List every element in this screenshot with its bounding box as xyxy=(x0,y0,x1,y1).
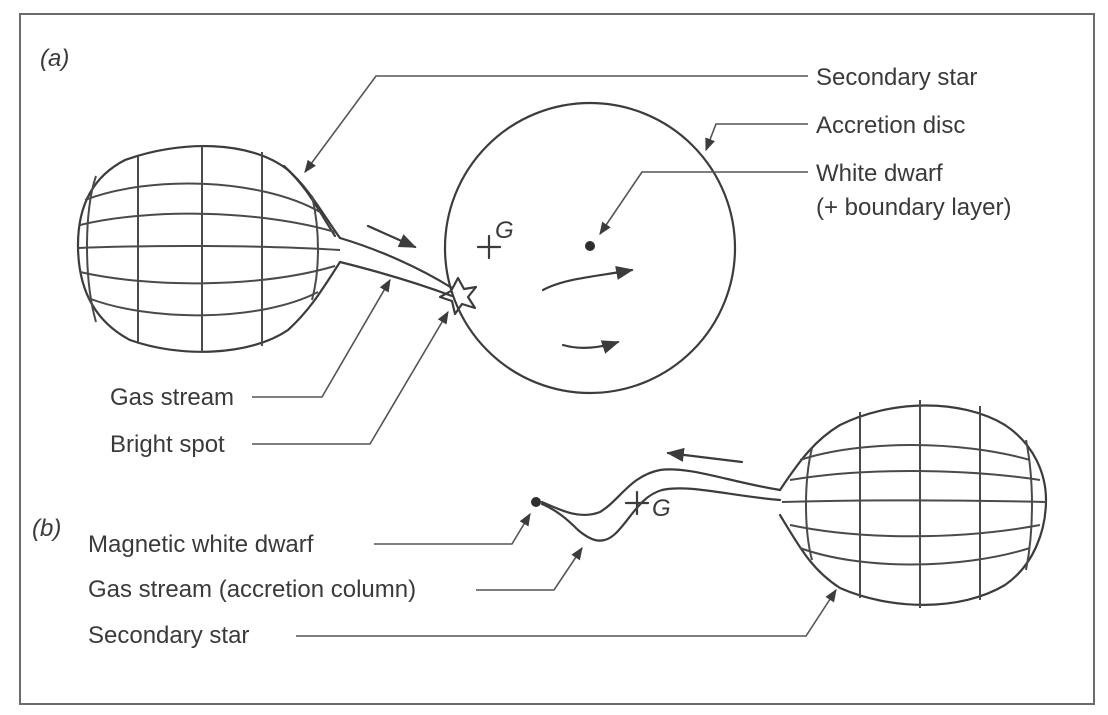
figure-frame xyxy=(19,13,1095,705)
centre-of-mass-a-label: G xyxy=(495,217,514,244)
leader-secondary-star-b xyxy=(296,588,837,637)
label-bright-spot: Bright spot xyxy=(110,431,225,458)
centre-of-mass-b: G xyxy=(624,490,671,522)
rotation-arrow-lower xyxy=(561,340,620,354)
label-secondary-star-b: Secondary star xyxy=(88,622,249,649)
bright-spot-star xyxy=(438,276,478,316)
leader-accretion-disc xyxy=(705,123,808,152)
centre-of-mass-a: G xyxy=(476,217,514,260)
label-gas-stream-b: Gas stream (accretion column) xyxy=(88,576,416,603)
secondary-star-a xyxy=(76,144,342,353)
gas-stream-a xyxy=(338,224,454,298)
label-accretion-disc: Accretion disc xyxy=(816,112,965,139)
leader-magnetic-white-dwarf xyxy=(374,512,531,545)
panel-b-tag: (b) xyxy=(32,515,61,542)
panel-a: (a) xyxy=(40,45,1011,458)
centre-of-mass-b-label: G xyxy=(652,495,671,522)
rotation-arrow-upper xyxy=(541,265,634,292)
leader-secondary-star-a xyxy=(304,75,808,174)
accretion-column-b xyxy=(540,447,782,542)
label-magnetic-white-dwarf: Magnetic white dwarf xyxy=(88,531,314,558)
secondary-star-b xyxy=(778,400,1048,608)
panel-b: (b) G xyxy=(32,400,1048,649)
leader-gas-stream-b xyxy=(476,546,583,591)
label-boundary-layer: (+ boundary layer) xyxy=(816,194,1011,221)
leader-gas-stream-a xyxy=(252,278,391,398)
label-white-dwarf: White dwarf xyxy=(816,160,943,187)
leader-white-dwarf xyxy=(599,171,808,236)
white-dwarf xyxy=(585,241,595,251)
magnetic-white-dwarf xyxy=(531,497,541,507)
label-secondary-star-a: Secondary star xyxy=(816,64,977,91)
label-gas-stream-a: Gas stream xyxy=(110,384,234,411)
accretion-disc xyxy=(443,101,737,395)
panel-a-tag: (a) xyxy=(40,45,69,72)
leader-bright-spot xyxy=(252,310,449,445)
